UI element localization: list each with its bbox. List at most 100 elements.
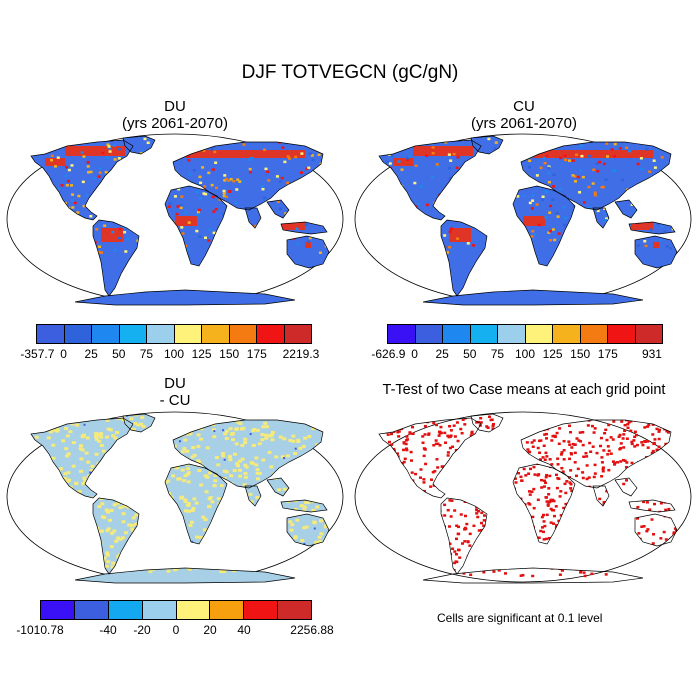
- colorbar-swatch: [202, 325, 230, 343]
- colorbar-swatch: [284, 325, 311, 343]
- coastline: [122, 135, 156, 155]
- colorbar-tick-label: 2256.88: [290, 623, 334, 637]
- coastline: [286, 235, 330, 269]
- coastline: [440, 219, 488, 297]
- panel-du-title: DU (yrs 2061-2070): [75, 98, 275, 132]
- coastline: [512, 185, 576, 267]
- map-diff: [6, 411, 344, 584]
- colorbar-swatch: [41, 601, 75, 619]
- colorbar-swatch: [142, 601, 177, 619]
- colorbar-swatch: [244, 601, 279, 619]
- coastline: [92, 219, 140, 297]
- colorbar-swatch: [278, 601, 311, 619]
- colorbar-swatch: [119, 325, 147, 343]
- panel-diff-title: DU - CU: [75, 375, 275, 409]
- coastline: [520, 141, 672, 211]
- coastline: [30, 417, 134, 499]
- colorbar-tick-label: 0: [172, 623, 180, 637]
- panel-du-line1: DU: [164, 98, 186, 115]
- colorbar-swatch: [229, 325, 257, 343]
- colorbar-swatch: [108, 601, 143, 619]
- colorbar-swatch: [176, 601, 211, 619]
- colorbar-tick-label: 931: [641, 347, 662, 361]
- colorbar-swatch: [553, 325, 581, 343]
- colorbar-tick-label: 50: [112, 347, 126, 361]
- colorbar-swatch: [415, 325, 443, 343]
- coastline: [74, 289, 296, 306]
- coastline: [266, 199, 290, 219]
- colorbar-tick-label: 100: [514, 347, 536, 361]
- colorbar-tick-label: 175: [597, 347, 618, 361]
- colorbar-swatch: [443, 325, 471, 343]
- colorbar-tick-label: -20: [133, 623, 151, 637]
- colorbar-tick-label: 100: [163, 347, 185, 361]
- colorbar-diff-labels: -1010.78 -40 -20 0 20 40 2256.88: [16, 623, 333, 639]
- colorbar-swatch: [470, 325, 498, 343]
- coastline: [592, 207, 610, 229]
- colorbar-tick-label: 0: [60, 347, 67, 361]
- colorbar-du-labels: -357.7 0 25 50 75 100 125 150 175 2219.3: [20, 347, 319, 363]
- panel-cu-title: CU (yrs 2061-2070): [424, 98, 624, 132]
- coastline: [634, 235, 678, 269]
- colorbar-swatch: [580, 325, 608, 343]
- colorbar-tick-label: 2219.3: [282, 347, 320, 361]
- panel-diff-line2: - CU: [159, 392, 191, 409]
- colorbar-tick-label: 20: [203, 623, 217, 637]
- colorbar-swatch: [74, 601, 109, 619]
- colorbar-swatch: [498, 325, 526, 343]
- colorbar-tick-label: -626.9: [371, 347, 406, 361]
- colorbar-cu: [387, 324, 663, 344]
- coastline: [628, 499, 676, 513]
- colorbar-tick-label: 150: [570, 347, 591, 361]
- map-du: [6, 133, 344, 306]
- colorbar-diff: [40, 600, 312, 620]
- colorbar-tick-label: 75: [139, 347, 154, 361]
- colorbar-swatch: [635, 325, 662, 343]
- coastline: [164, 463, 228, 545]
- panel-du-line2: (yrs 2061-2070): [122, 115, 228, 132]
- coastline: [266, 477, 290, 497]
- coastline: [520, 419, 672, 489]
- coastline: [592, 485, 610, 507]
- coastline: [172, 141, 324, 211]
- colorbar-tick-label: 150: [219, 347, 240, 361]
- colorbar-swatch: [92, 325, 120, 343]
- panel-cu-line2: (yrs 2061-2070): [471, 115, 577, 132]
- panel-cu-line1: CU: [513, 98, 535, 115]
- colorbar-tick-label: -40: [99, 623, 117, 637]
- map-ttest: [354, 411, 692, 584]
- coastline: [628, 221, 676, 235]
- coastline: [422, 567, 644, 584]
- colorbar-tick-label: 40: [237, 623, 251, 637]
- panel-ttest-title: T-Test of two Case means at each grid po…: [382, 382, 666, 398]
- colorbar-tick-label: 25: [84, 347, 98, 361]
- colorbar-tick-label: 75: [490, 347, 505, 361]
- map-cu: [354, 133, 692, 306]
- colorbar-swatch: [608, 325, 636, 343]
- coastline: [286, 513, 330, 547]
- coastline: [378, 139, 482, 221]
- coastline: [614, 199, 638, 219]
- colorbar-tick-label: 125: [191, 347, 212, 361]
- colorbar-swatch: [388, 325, 416, 343]
- coastline: [470, 413, 504, 433]
- colorbar-tick-label: 125: [542, 347, 563, 361]
- coastline: [440, 497, 488, 575]
- colorbar-tick-label: 25: [435, 347, 449, 361]
- colorbar-cu-labels: -626.9 0 25 50 75 100 125 150 175 931: [371, 347, 663, 363]
- coastline: [634, 513, 678, 547]
- colorbar-swatch: [37, 325, 65, 343]
- panel-diff-line1: DU: [164, 375, 186, 392]
- colorbar-swatch: [174, 325, 202, 343]
- coastline: [512, 463, 576, 545]
- map-frame: [354, 411, 692, 583]
- colorbar-tick-label: 0: [411, 347, 418, 361]
- significance-note: Cells are significant at 0.1 level: [437, 611, 603, 625]
- colorbar-swatch: [525, 325, 553, 343]
- coastline: [422, 289, 644, 306]
- coastline: [378, 417, 482, 499]
- coastline: [74, 567, 296, 584]
- colorbar-tick-label: 50: [463, 347, 477, 361]
- colorbar-tick-label: -1010.78: [16, 623, 64, 637]
- coastline: [164, 185, 228, 267]
